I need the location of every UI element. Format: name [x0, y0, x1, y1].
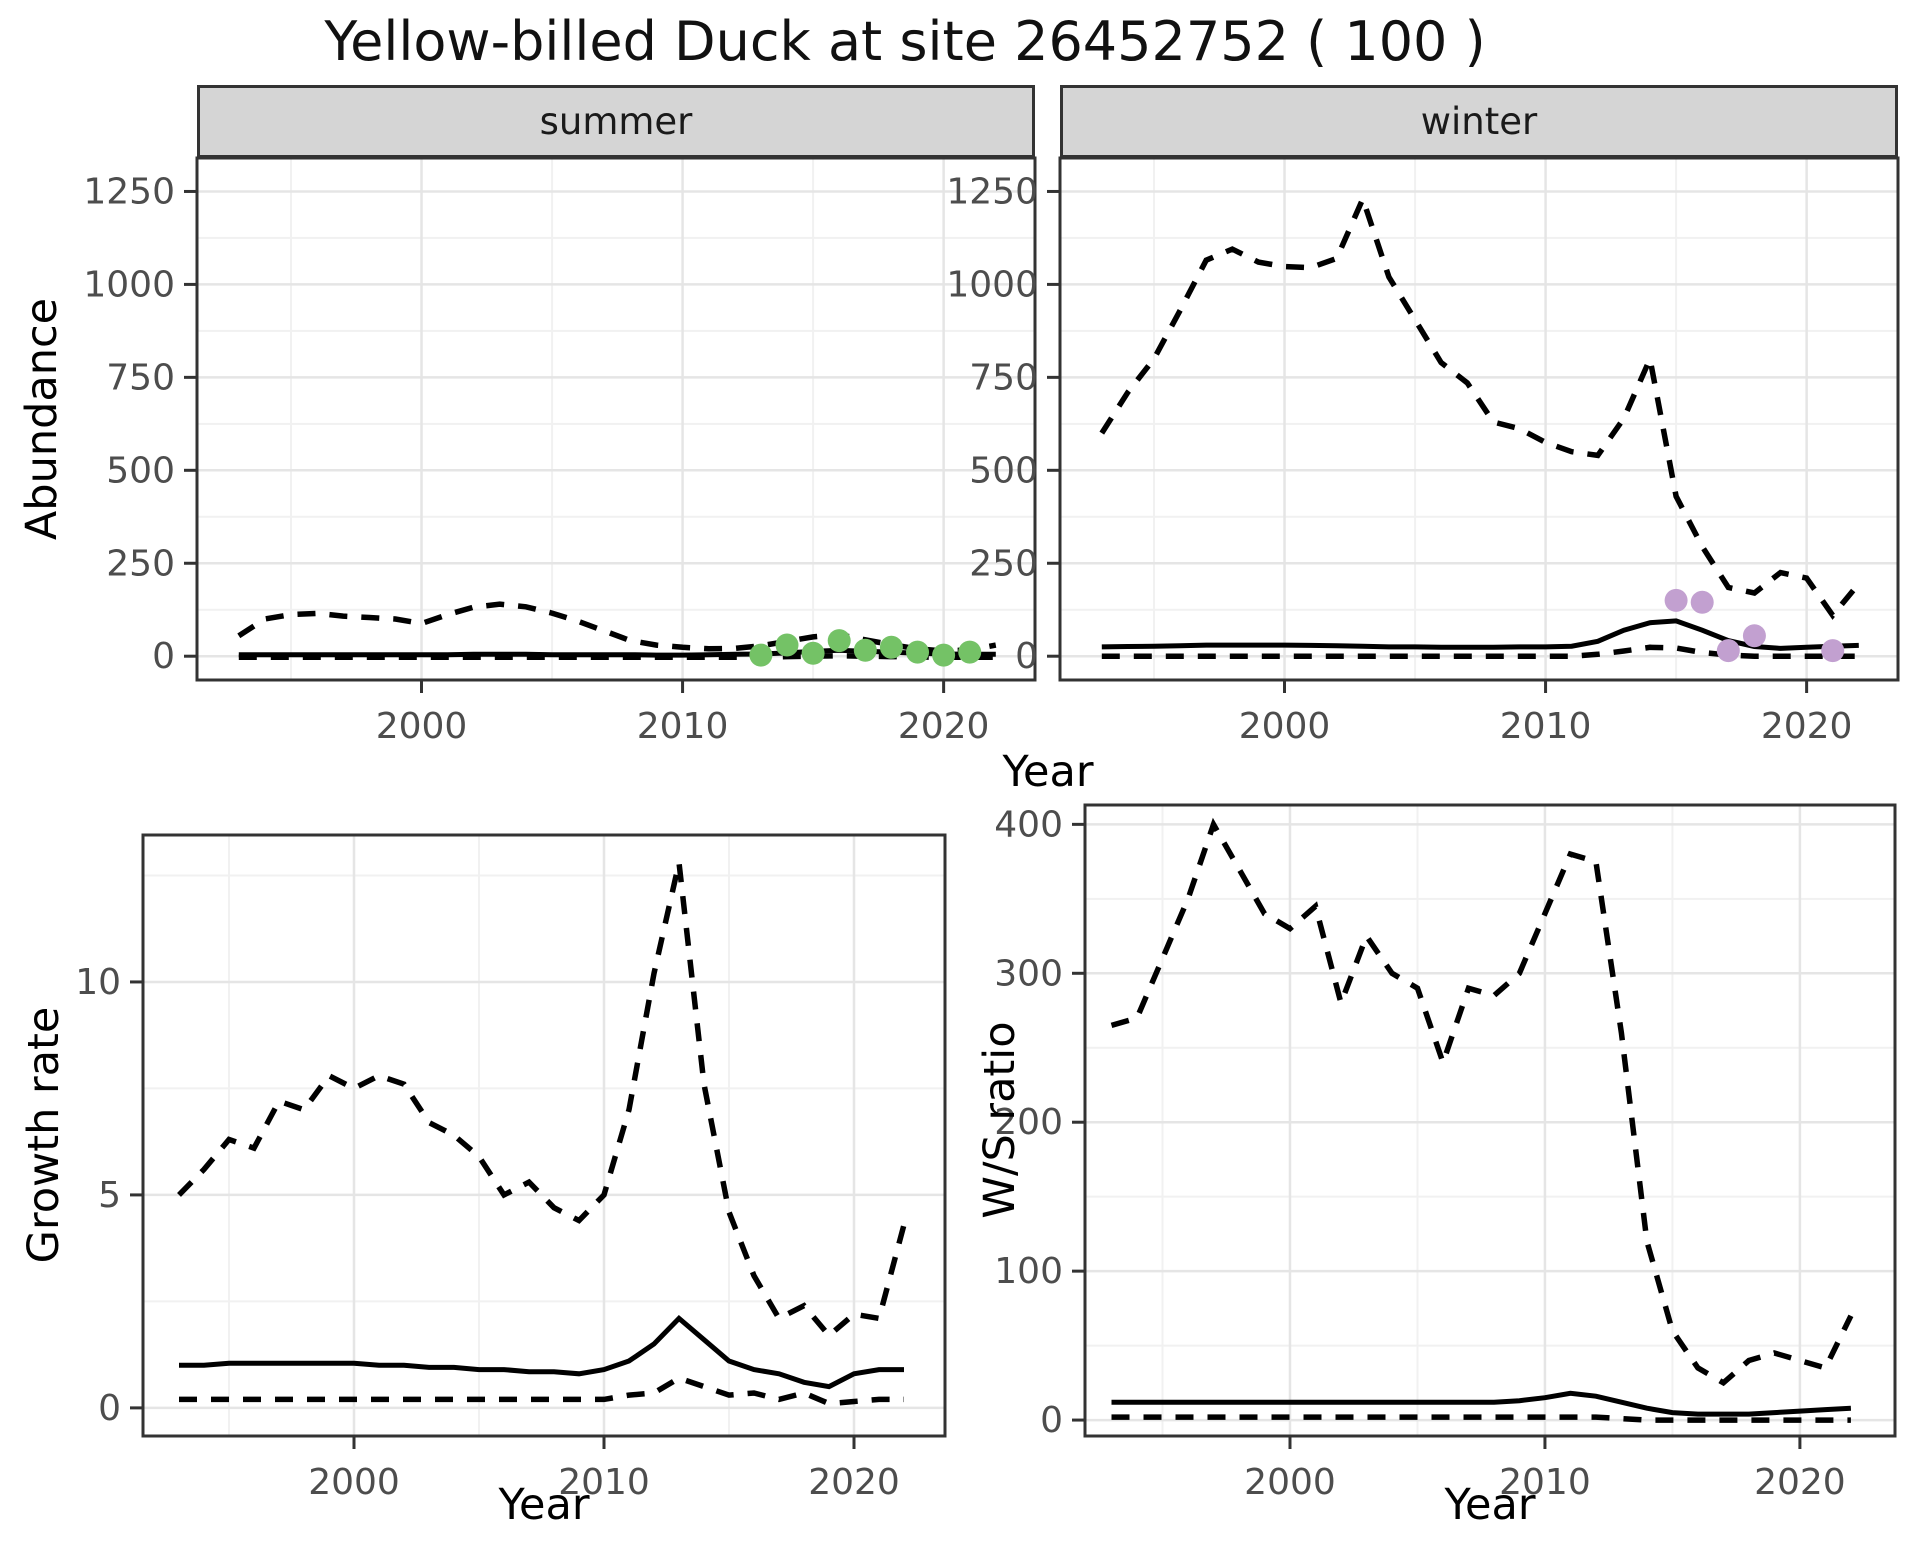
x-tick-label: 2000: [1244, 1462, 1336, 1503]
series-growth_rate-upper_ci: [177, 862, 907, 1340]
y-tick-label: 300: [994, 953, 1063, 994]
year-axis-title-ws: Year: [1444, 1480, 1536, 1530]
y-tick-label: 750: [106, 357, 175, 398]
x-tick-label: 2020: [898, 706, 990, 747]
x-tick-label: 2010: [1500, 706, 1592, 747]
facet-strip-winter: winter: [1060, 85, 1898, 158]
y-tick-label: 5: [98, 1175, 121, 1216]
y-tick-label: 1250: [83, 171, 175, 212]
x-tick-label: 2020: [1754, 1462, 1846, 1503]
series-ws_ratio-lower_ci: [1111, 1414, 1851, 1423]
series-ws_ratio-upper_ci: [1110, 817, 1854, 1387]
x-tick-label: 2000: [1239, 706, 1331, 747]
y-tick-label: 500: [106, 450, 175, 491]
page-title: Yellow-billed Duck at site 26452752 ( 10…: [324, 10, 1486, 73]
x-tick-label: 2020: [1761, 706, 1853, 747]
abundance-axis-title: Abundance: [17, 297, 67, 541]
y-tick-label: 100: [994, 1251, 1063, 1292]
data-point-abundance_summer: [827, 629, 851, 653]
series-abundance_winter-upper_ci: [1099, 191, 1861, 620]
y-tick-label: 1250: [946, 171, 1038, 212]
data-point-abundance_winter: [1821, 639, 1845, 663]
y-tick-label: 200: [994, 1102, 1063, 1143]
data-point-abundance_winter: [1716, 639, 1740, 663]
facet-strip-summer: summer: [197, 85, 1035, 158]
y-tick-label: 1000: [83, 264, 175, 305]
ws-ratio-axis-title: W/S ratio: [975, 1021, 1025, 1219]
x-tick-label: 2010: [1499, 1462, 1591, 1503]
y-tick-label: 400: [994, 804, 1063, 845]
series-growth_rate-lower_ci: [179, 1375, 904, 1407]
series-growth_rate-estimate: [179, 1314, 904, 1390]
facet-strip-winter-label: winter: [1420, 100, 1538, 143]
y-tick-label: 250: [106, 543, 175, 584]
data-point-abundance_summer: [879, 635, 903, 659]
data-point-abundance_summer: [749, 643, 773, 667]
y-tick-label: 10: [75, 962, 121, 1003]
series-ws_ratio-estimate: [1111, 1390, 1852, 1417]
panel-growth_rate: 0 5 10 2000 2010 2020: [75, 833, 947, 1503]
y-tick-label: 0: [152, 636, 175, 677]
y-tick-label: 1000: [946, 264, 1038, 305]
data-point-abundance_summer: [932, 643, 956, 667]
y-tick-label: 250: [969, 543, 1038, 584]
data-point-abundance_summer: [775, 633, 799, 657]
year-axis-title-top: Year: [1002, 747, 1094, 797]
y-tick-label: 0: [1015, 636, 1038, 677]
data-point-abundance_winter: [1690, 590, 1714, 614]
y-tick-label: 500: [969, 450, 1038, 491]
facet-strip-summer-label: summer: [539, 100, 693, 143]
data-point-abundance_winter: [1742, 624, 1766, 648]
x-tick-label: 2000: [376, 706, 468, 747]
x-tick-label: 2000: [308, 1462, 400, 1503]
y-tick-label: 750: [969, 357, 1038, 398]
data-point-abundance_summer: [853, 638, 877, 662]
x-tick-label: 2010: [637, 706, 729, 747]
panel-ws_ratio: 0 100 200 300 400 2000 2010 2020: [994, 803, 1897, 1503]
data-point-abundance_winter: [1664, 588, 1688, 612]
data-point-abundance_summer: [906, 640, 930, 664]
y-tick-label: 0: [98, 1388, 121, 1429]
panel-abundance_winter: 0 250 500 750 1000 1250 2000 2010 2020: [946, 156, 1900, 747]
data-point-abundance_summer: [801, 641, 825, 665]
y-tick-label: 0: [1040, 1400, 1063, 1441]
x-tick-label: 2020: [808, 1462, 900, 1503]
data-point-abundance_summer: [958, 640, 982, 664]
year-axis-title-growth: Year: [498, 1480, 590, 1530]
growth-rate-axis-title: Growth rate: [19, 1006, 69, 1264]
panel-abundance_summer: 0 250 500 750 1000 1250 2000 2010 2020: [83, 156, 1037, 747]
x-tick-label: 2010: [558, 1462, 650, 1503]
